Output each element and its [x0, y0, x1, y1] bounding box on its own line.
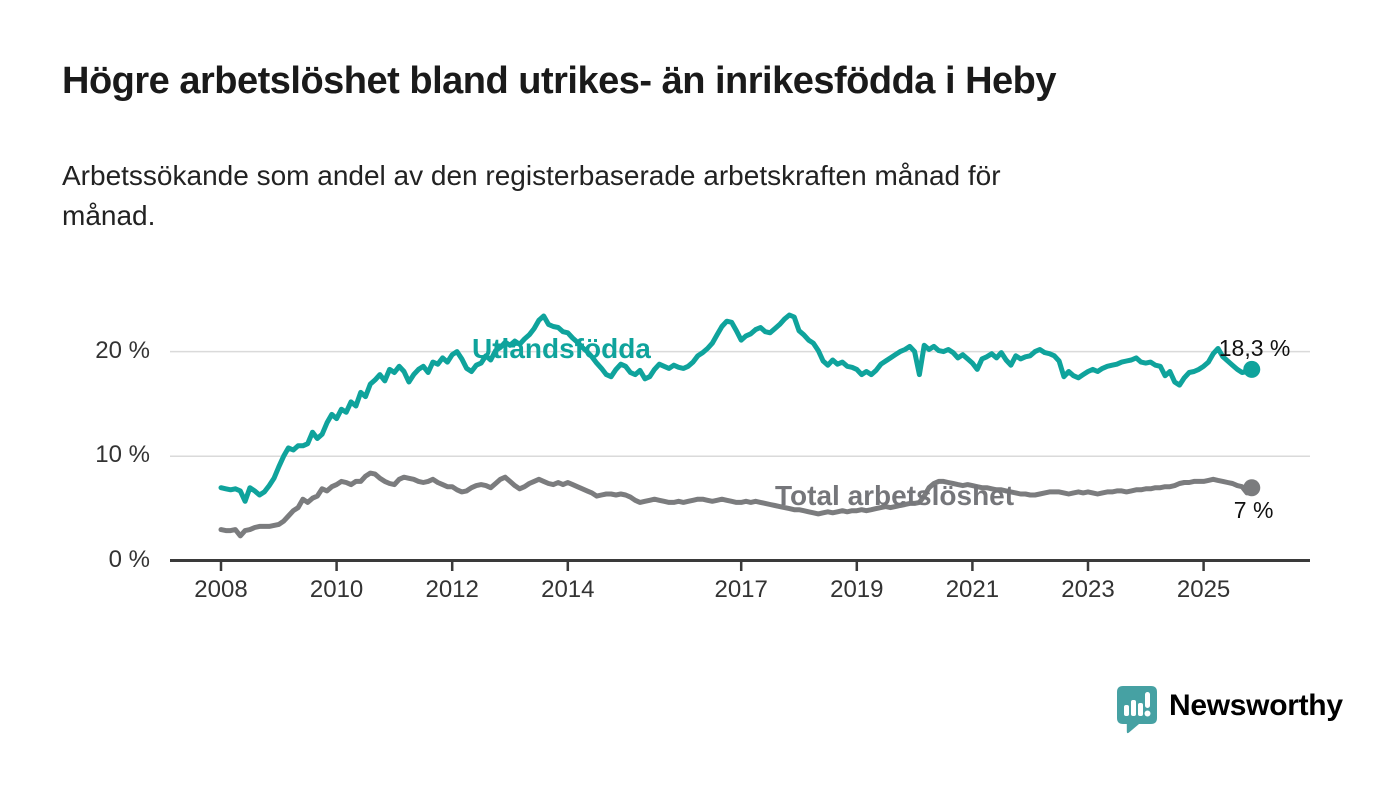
series-line-1	[218, 470, 1255, 539]
series-line-0	[218, 312, 1255, 504]
chart-title: Högre arbetslöshet bland utrikes- än inr…	[62, 60, 1057, 102]
series-end-dot-1	[1243, 479, 1261, 497]
newsworthy-logo: Newsworthy	[1117, 686, 1343, 734]
newsworthy-logo-icon	[1117, 686, 1157, 734]
chart-subtitle: Arbetssökande som andel av den registerb…	[62, 160, 1001, 231]
newsworthy-logo-text: Newsworthy	[1169, 689, 1343, 722]
series-end-dot-0	[1243, 360, 1261, 378]
